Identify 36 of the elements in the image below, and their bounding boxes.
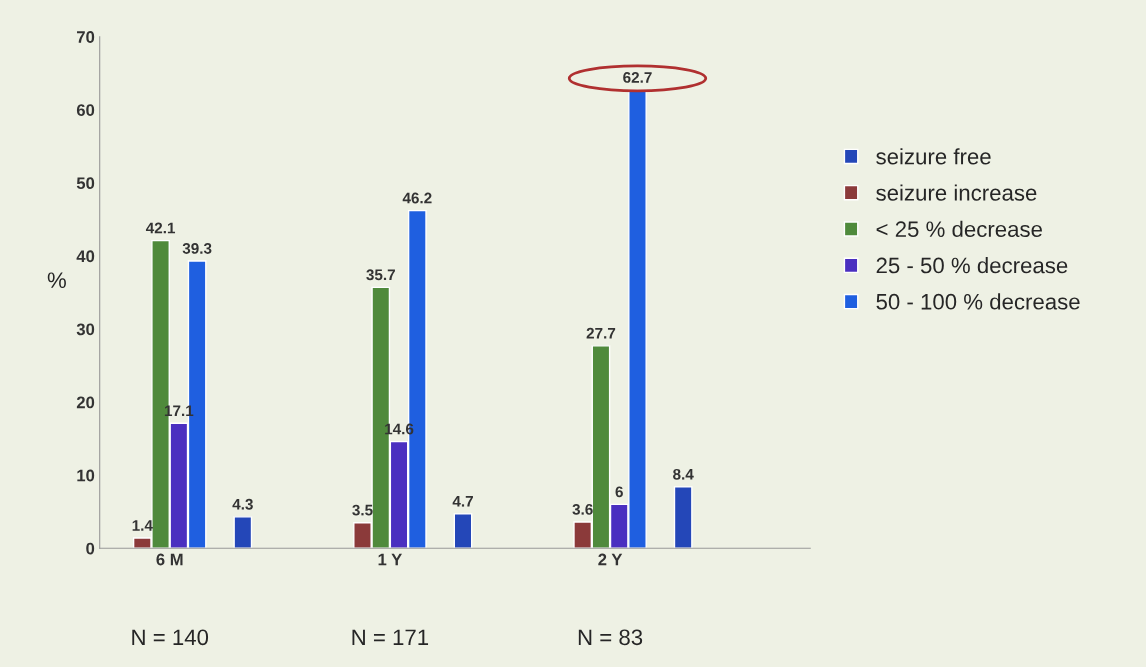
legend-label: seizure free [876, 148, 991, 165]
legend-label: seizure increase [876, 184, 1037, 201]
y-tick-label: 0 [86, 542, 95, 555]
data-label: 46.2 [402, 192, 432, 204]
bar [453, 513, 473, 549]
data-label: 8.4 [673, 468, 694, 480]
y-axis-title: % [47, 272, 66, 288]
y-tick-label: 40 [76, 250, 95, 263]
data-label: 42.1 [145, 222, 176, 234]
data-label: 39.3 [182, 243, 212, 254]
y-tick-label: 30 [76, 323, 95, 336]
x-tick-label: 6 M [156, 553, 183, 566]
text: N = 171 [352, 629, 429, 645]
x-tick-label: 1 Y [378, 553, 402, 566]
data-label: 1.4 [132, 520, 153, 531]
y-tick-label: 50 [76, 177, 95, 190]
x-tick-label: 2 Y [598, 553, 623, 566]
data-label: 4.3 [232, 498, 253, 510]
y-tick-label: 20 [76, 396, 95, 409]
data-label: 6 [615, 486, 623, 498]
data-label: 35.7 [366, 269, 395, 281]
data-label: 3.6 [572, 503, 593, 515]
data-label: 62.7 [623, 72, 652, 83]
text: N = 83 [578, 629, 643, 646]
data-label: 4.7 [452, 496, 473, 507]
bar [673, 486, 693, 549]
data-label: 27.7 [586, 327, 616, 339]
y-tick-label: 60 [76, 104, 95, 116]
legend-label: < 25 % decrease [876, 220, 1042, 238]
y-tick-label: 70 [77, 31, 95, 43]
y-tick-label: 10 [77, 469, 95, 482]
bar [233, 516, 253, 549]
legend-label: 25 - 50 % decrease [876, 257, 1068, 274]
text: N = 140 [132, 629, 209, 646]
data-label: 3.5 [352, 504, 373, 516]
legend-label: 50 - 100 % decrease [876, 293, 1080, 310]
